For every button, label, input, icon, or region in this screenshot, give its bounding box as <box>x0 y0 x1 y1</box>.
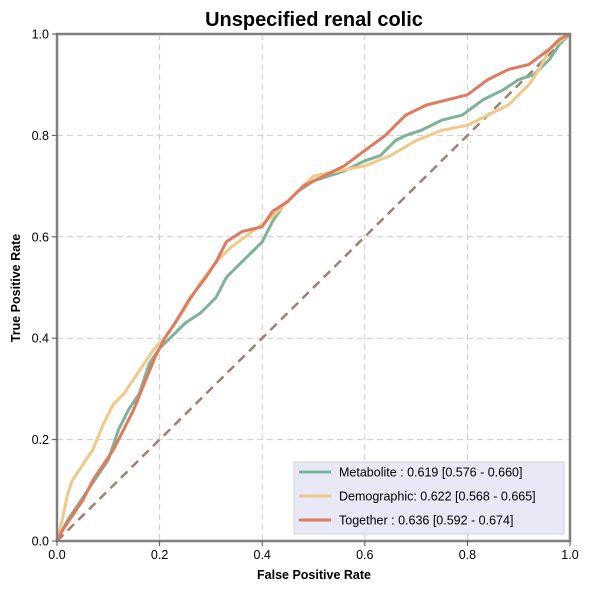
legend-label-together: Together : 0.636 [0.592 - 0.674] <box>339 514 513 528</box>
x-tick-label: 1.0 <box>561 548 578 562</box>
diagonal-line <box>56 33 571 542</box>
plot-frame <box>55 32 572 543</box>
legend: Metabolite : 0.619 [0.576 - 0.660] Demogr… <box>293 461 565 535</box>
x-tick-label: 0.0 <box>48 548 65 562</box>
x-tick-label: 0.8 <box>459 548 476 562</box>
y-tick-label: 0.4 <box>32 332 49 346</box>
legend-label-metabolite: Metabolite : 0.619 [0.576 - 0.660] <box>339 466 522 480</box>
y-tick-label: 0.8 <box>32 129 49 143</box>
y-tick-label: 0.6 <box>32 230 49 244</box>
gridlines <box>57 34 570 541</box>
legend-box <box>293 461 565 535</box>
y-tick-label: 0.0 <box>32 535 49 549</box>
x-tick-label: 0.2 <box>151 548 168 562</box>
x-ticks: 0.0 0.2 0.4 0.6 0.8 1.0 <box>48 541 579 562</box>
diagonal-reference <box>56 33 571 542</box>
roc-curves <box>55 32 572 542</box>
series-line-demographic <box>55 32 571 542</box>
y-tick-label: 0.2 <box>32 433 49 447</box>
legend-label-demographic: Demographic: 0.622 [0.568 - 0.665] <box>339 490 536 504</box>
series-line-together <box>55 32 571 542</box>
chart-title: Unspecified renal colic <box>205 9 423 31</box>
y-axis-label: True Positive Rate <box>9 234 23 342</box>
y-tick-label: 1.0 <box>32 28 49 42</box>
x-axis-label: False Positive Rate <box>257 568 371 582</box>
y-ticks: 0.0 0.2 0.4 0.6 0.8 1.0 <box>32 28 57 549</box>
x-tick-label: 0.4 <box>254 548 271 562</box>
x-tick-label: 0.6 <box>356 548 373 562</box>
